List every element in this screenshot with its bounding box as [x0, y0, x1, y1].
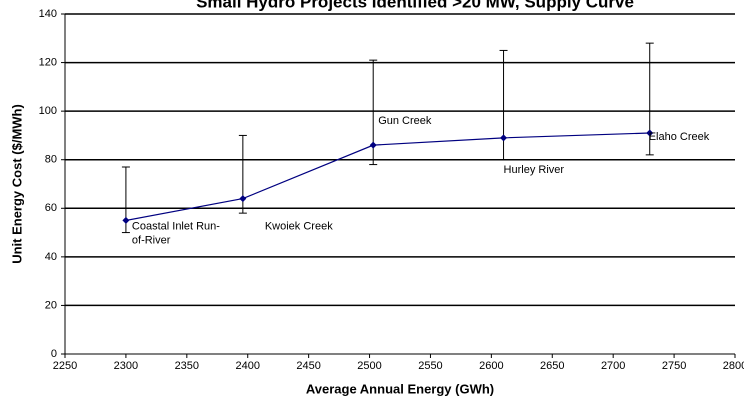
y-tick-label: 0 — [51, 348, 57, 360]
data-line — [125, 132, 650, 222]
x-tick-label: 2650 — [540, 360, 564, 372]
point-label-line: Kwoiek Creek — [265, 220, 333, 232]
chart-title: Small Hydro Projects Identified >20 MW, … — [196, 0, 634, 11]
point-label: Hurley River — [504, 164, 565, 176]
point-marker — [239, 195, 247, 203]
point-marker — [646, 129, 654, 137]
point-label: Coastal Inlet Run-of-River — [132, 220, 220, 246]
point-label-line: Hurley River — [504, 164, 565, 176]
point-label: Kwoiek Creek — [265, 220, 333, 232]
y-tick-label: 80 — [45, 154, 57, 166]
point-label: Elaho Creek — [649, 131, 710, 143]
y-tick-label: 120 — [39, 56, 57, 68]
y-tick-label: 40 — [45, 251, 57, 263]
x-tick-label: 2250 — [53, 360, 77, 372]
y-tick-label: 100 — [39, 105, 57, 117]
x-tick-label: 2400 — [235, 360, 259, 372]
point-label-line: Coastal Inlet Run- — [132, 220, 220, 232]
x-tick-label: 2800 — [723, 360, 744, 372]
x-tick-label: 2750 — [662, 360, 686, 372]
point-label: Gun Creek — [378, 115, 432, 127]
point-label-line: of-River — [132, 234, 171, 246]
y-tick-label: 20 — [45, 299, 57, 311]
point-label-line: Elaho Creek — [649, 131, 710, 143]
point-marker — [122, 216, 130, 224]
y-tick-label: 140 — [39, 8, 57, 20]
point-label-line: Gun Creek — [378, 115, 432, 127]
x-axis-title: Average Annual Energy (GWh) — [306, 381, 494, 396]
x-tick-label: 2550 — [418, 360, 442, 372]
x-tick-label: 2350 — [175, 360, 199, 372]
x-tick-label: 2300 — [114, 360, 138, 372]
x-tick-label: 2700 — [601, 360, 625, 372]
x-tick-label: 2500 — [357, 360, 381, 372]
y-axis-title: Unit Energy Cost ($/MWh) — [9, 104, 24, 264]
x-tick-label: 2450 — [296, 360, 320, 372]
point-marker — [369, 141, 377, 149]
x-tick-label: 2600 — [479, 360, 503, 372]
point-marker — [500, 134, 508, 142]
y-tick-label: 60 — [45, 202, 57, 214]
